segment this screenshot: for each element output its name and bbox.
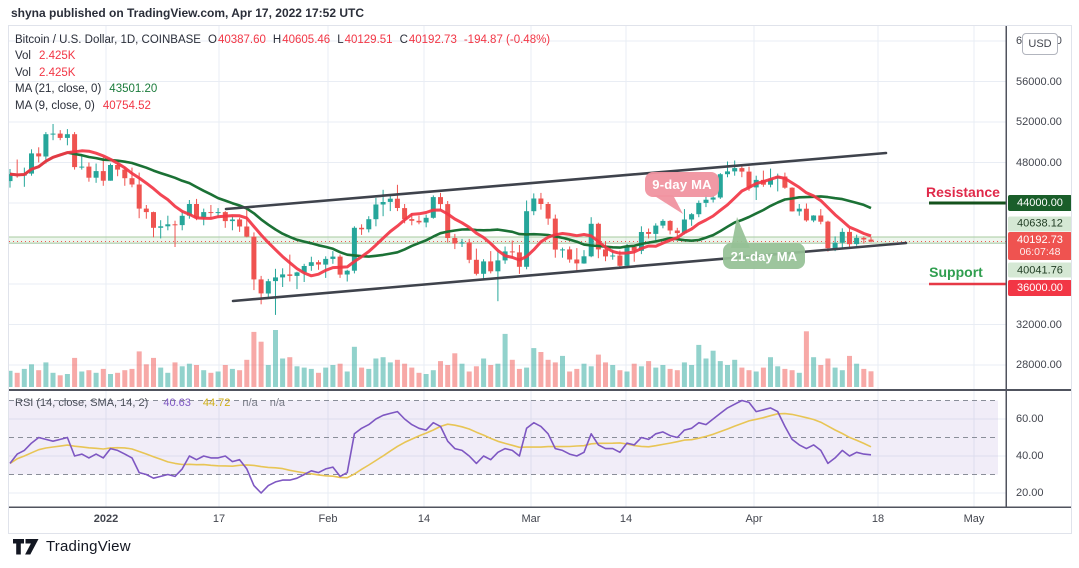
time-axis-label: Mar bbox=[521, 513, 541, 525]
ohlc-value: 40605.46 bbox=[282, 34, 331, 46]
price-axis-label: 52000.00 bbox=[1016, 116, 1062, 128]
indicator-legend-rows: Vol 2.425K Vol 2.425K MA (21, close, 0) 43501… bbox=[15, 48, 550, 114]
rsi-value: 40.63 bbox=[163, 397, 191, 409]
price-axis-label: 60.00 bbox=[1016, 413, 1044, 425]
ma21-annotation-bubble[interactable]: 21-day MA bbox=[723, 243, 805, 269]
support-label[interactable]: Support bbox=[929, 264, 983, 280]
chart-canvas[interactable] bbox=[9, 26, 1071, 533]
rsi-legend-values: 40.63 44.72 n/a n/a bbox=[154, 397, 291, 409]
price-badge: 44000.00 bbox=[1008, 195, 1071, 211]
indicator-value: 40754.52 bbox=[102, 99, 151, 112]
resistance-label[interactable]: Resistance bbox=[926, 184, 1000, 200]
indicator-label: Vol bbox=[15, 50, 31, 63]
ohlc-key: H bbox=[272, 34, 282, 46]
indicator-row[interactable]: Vol 2.425K bbox=[15, 48, 550, 64]
indicator-row[interactable]: MA (9, close, 0) 40754.52 bbox=[15, 98, 550, 114]
currency-toggle-button[interactable]: USD bbox=[1022, 33, 1058, 55]
indicator-label: MA (9, close, 0) bbox=[15, 99, 95, 112]
indicator-row[interactable]: MA (21, close, 0) 43501.20 bbox=[15, 81, 550, 97]
price-axis-label: 48000.00 bbox=[1016, 156, 1062, 169]
price-chart-svg[interactable] bbox=[9, 26, 1071, 533]
ohlc-value: 40192.73 bbox=[408, 34, 457, 46]
time-axis-label: 14 bbox=[619, 513, 633, 525]
ohlc-key: C bbox=[399, 34, 408, 46]
time-axis-label: 18 bbox=[871, 513, 885, 525]
indicator-label: MA (21, close, 0) bbox=[15, 83, 102, 96]
time-axis-label: 17 bbox=[212, 513, 226, 525]
price-axis-label: 28000.00 bbox=[1016, 359, 1062, 371]
ohlc-value: 40387.60 bbox=[217, 34, 266, 46]
indicator-value: 2.425K bbox=[39, 50, 76, 63]
rsi-value: n/a bbox=[269, 397, 285, 409]
indicator-value: 2.425K bbox=[39, 66, 76, 79]
ohlc-value: 40129.51 bbox=[344, 34, 393, 46]
ohlc-key: L bbox=[337, 34, 344, 46]
rsi-legend-title: RSI (14, close, SMA, 14, 2) bbox=[15, 397, 149, 409]
time-axis-label: Apr bbox=[745, 513, 763, 525]
price-badge: 40041.76 bbox=[1008, 262, 1071, 278]
time-axis-label: 2022 bbox=[93, 513, 119, 525]
price-axis-label: 32000.00 bbox=[1016, 318, 1062, 331]
time-axis-label: May bbox=[963, 513, 985, 525]
change-value: -194.87 (-0.48%) bbox=[463, 34, 551, 46]
tradingview-brand-text: TradingView bbox=[46, 538, 131, 555]
indicator-value: 43501.20 bbox=[109, 83, 158, 96]
ohlc-key: O bbox=[207, 34, 217, 46]
symbol-legend: Bitcoin / U.S. Dollar, 1D, COINBASE O4038… bbox=[15, 32, 550, 114]
price-axis-label: 20.00 bbox=[1016, 487, 1044, 499]
price-badge: 40192.73 06:07:48 bbox=[1008, 232, 1071, 260]
indicator-row[interactable]: Vol 2.425K bbox=[15, 65, 550, 81]
price-axis-label: 40.00 bbox=[1016, 450, 1044, 462]
price-axis-label: 56000.00 bbox=[1016, 75, 1062, 88]
rsi-value: n/a bbox=[242, 397, 258, 409]
indicator-label: Vol bbox=[15, 66, 31, 79]
countdown-timer: 06:07:48 bbox=[1019, 246, 1061, 258]
price-badge: 40638.12 bbox=[1008, 216, 1071, 231]
time-axis-label: Feb bbox=[318, 513, 338, 525]
symbol-title-row[interactable]: Bitcoin / U.S. Dollar, 1D, COINBASE O4038… bbox=[15, 32, 550, 48]
ohlc-values: O40387.60 H40605.46 L40129.51 C40192.73 -194… bbox=[201, 34, 550, 46]
tradingview-logo-icon bbox=[13, 538, 39, 554]
footer-brand[interactable]: TradingView bbox=[13, 538, 131, 555]
rsi-value: 44.72 bbox=[202, 397, 231, 409]
rsi-legend[interactable]: RSI (14, close, SMA, 14, 2) 40.63 44.72 n/… bbox=[15, 397, 297, 409]
symbol-title[interactable]: Bitcoin / U.S. Dollar, 1D, COINBASE bbox=[15, 34, 201, 46]
published-header: shyna published on TradingView.com, Apr … bbox=[11, 6, 364, 20]
chart-widget: Bitcoin / U.S. Dollar, 1D, COINBASE O4038… bbox=[8, 25, 1072, 534]
ma9-annotation-bubble[interactable]: 9-day MA bbox=[645, 172, 719, 197]
time-axis-label: 14 bbox=[417, 513, 431, 525]
price-badge: 36000.00 bbox=[1008, 280, 1071, 296]
